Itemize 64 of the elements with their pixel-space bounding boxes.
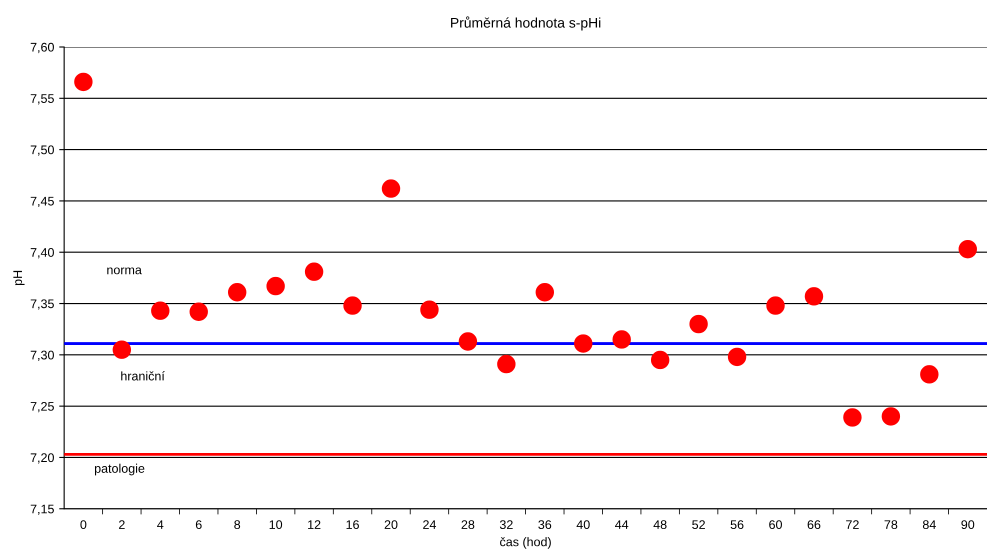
x-tick-label: 36 [538, 520, 552, 530]
point [420, 300, 439, 319]
y-tick-label: 7,60 [30, 42, 54, 54]
point [728, 348, 746, 366]
point [958, 240, 977, 258]
x-tick-label: 12 [308, 520, 320, 529]
x-tick-label: 0 [80, 520, 86, 530]
point [689, 314, 708, 334]
x-tick-label: 32 [500, 520, 513, 530]
x-tick-label: 40 [576, 520, 590, 530]
annotation: norma [107, 267, 142, 274]
y-tick-label: 7,45 [30, 196, 54, 208]
x-tick-label: 16 [346, 520, 359, 530]
x-tick-label: 10 [270, 520, 282, 530]
x-tick-label: 52 [692, 520, 705, 530]
y-tick-label: 7,50 [30, 145, 54, 156]
point [536, 283, 554, 302]
point [458, 332, 478, 351]
y-tick-label: 7,55 [30, 94, 54, 104]
x-tick-label: 56 [730, 520, 744, 530]
point [612, 330, 631, 349]
point [74, 72, 93, 92]
x-axis-title: čas (hod) [500, 537, 551, 549]
x-tick-label: 90 [961, 520, 974, 530]
x-tick-label: 2 [118, 520, 125, 529]
x-tick-label: 78 [884, 520, 898, 530]
point [190, 302, 208, 321]
x-tick-label: 24 [423, 520, 436, 529]
y-tick-label: 7,25 [30, 402, 54, 412]
x-tick-label: 66 [808, 520, 820, 530]
x-tick-label: 48 [653, 520, 667, 530]
x-tick-label: 28 [462, 520, 474, 530]
y-tick-label: 7,35 [30, 299, 54, 310]
point [112, 340, 132, 359]
point [650, 350, 670, 370]
point [574, 334, 592, 353]
point [343, 296, 362, 315]
chart-title: Průměrná hodnota s-pHi [451, 16, 600, 30]
x-tick-label: 4 [157, 520, 164, 529]
point [882, 407, 900, 426]
x-tick-label: 60 [769, 520, 782, 530]
point [151, 302, 170, 320]
y-tick-label: 7,15 [30, 504, 54, 515]
x-tick-label: 84 [922, 520, 936, 530]
x-tick-label: 8 [234, 520, 240, 530]
point [766, 296, 785, 315]
annotation: patologie [94, 464, 144, 476]
point [497, 354, 516, 374]
point [382, 179, 400, 198]
point [804, 287, 824, 306]
y-tick-label: 7,20 [30, 453, 54, 464]
x-tick-label: 72 [846, 520, 859, 529]
annotation: hraniční [121, 371, 165, 381]
point [228, 283, 246, 302]
point [304, 262, 324, 281]
point [266, 276, 285, 296]
point [843, 408, 862, 427]
x-tick-label: 6 [196, 520, 202, 530]
y-tick-label: 7,30 [30, 350, 54, 361]
y-axis-title: pH [13, 270, 25, 286]
x-tick-label: 44 [615, 520, 628, 529]
x-tick-label: 20 [384, 520, 398, 530]
point [920, 365, 939, 384]
y-tick-label: 7,40 [30, 248, 54, 258]
